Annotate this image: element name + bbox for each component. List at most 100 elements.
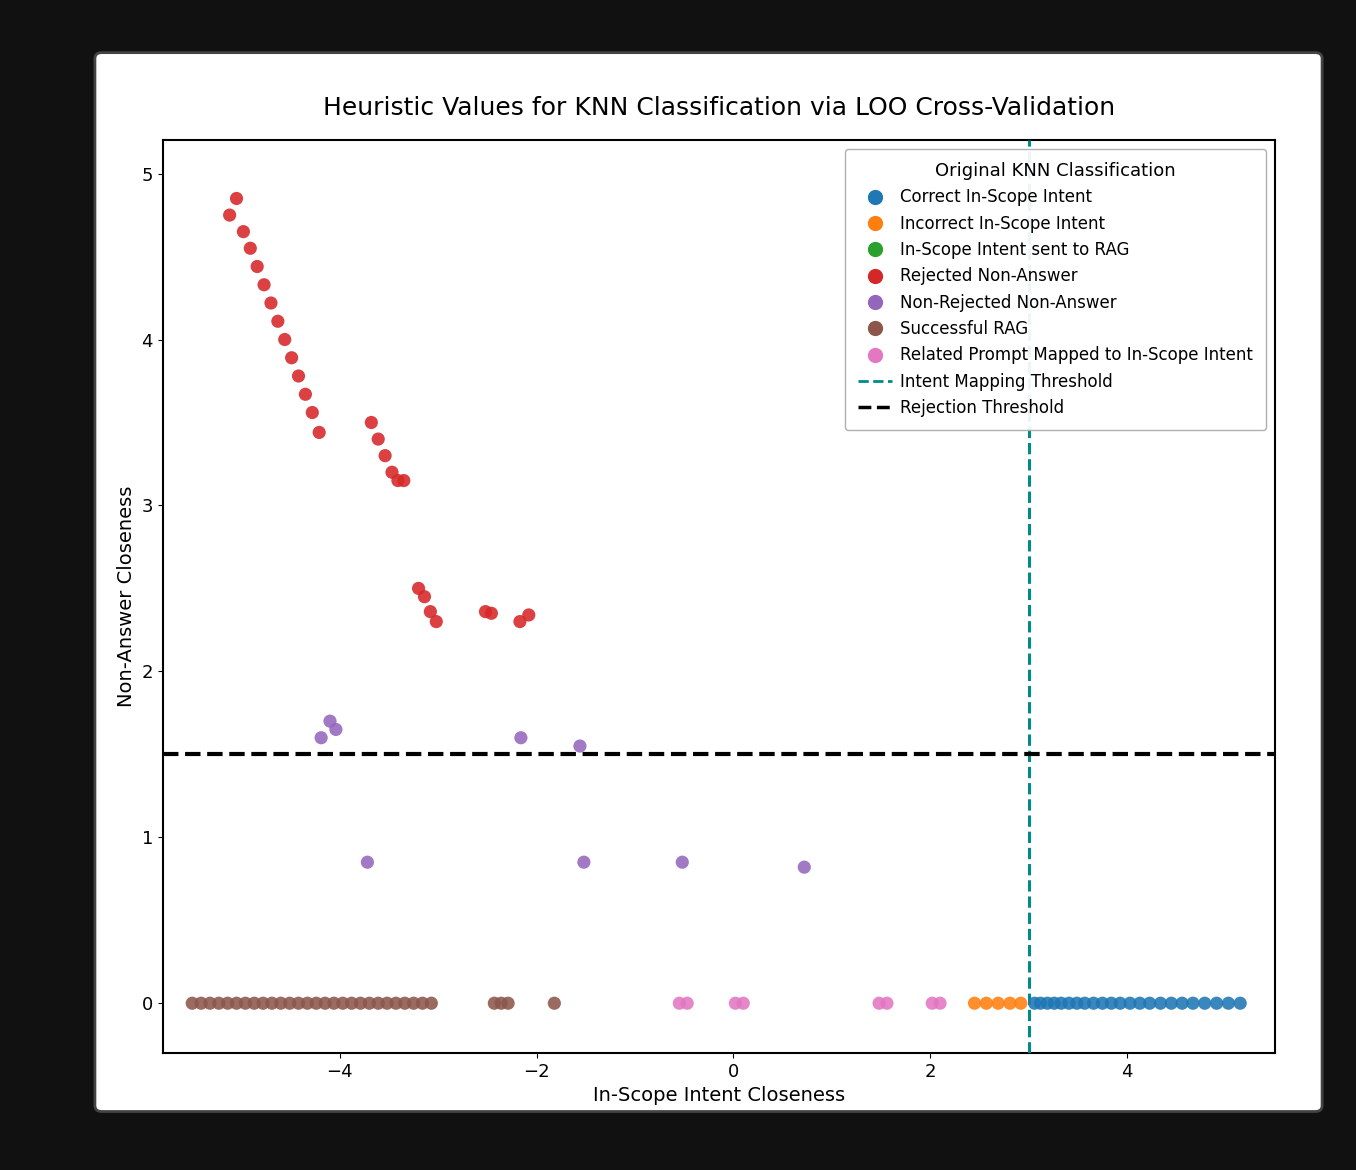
Point [1109,993,1131,1012]
Point [225,993,247,1012]
Point [274,330,296,349]
Point [480,604,502,622]
Point [964,993,986,1012]
Point [279,993,301,1012]
Point [305,993,327,1012]
Point [190,993,212,1012]
Point [868,993,890,1012]
Point [262,993,283,1012]
Y-axis label: Non-Answer Closeness: Non-Answer Closeness [117,486,136,708]
Point [287,366,309,385]
Point [386,472,408,490]
Point [1130,993,1151,1012]
Point [1139,993,1161,1012]
Point [1058,993,1079,1012]
Title: Heuristic Values for KNN Classification via LOO Cross-Validation: Heuristic Values for KNN Classification … [323,96,1115,121]
Point [235,993,256,1012]
Point [921,993,942,1012]
Point [669,993,690,1012]
Point [1119,993,1140,1012]
Point [297,993,319,1012]
Point [544,993,565,1012]
Point [1161,993,1182,1012]
Point [975,993,997,1012]
Point [1150,993,1172,1012]
Point [987,993,1009,1012]
Point [294,385,316,404]
Point [393,472,415,490]
Point [340,993,362,1012]
Point [217,993,239,1012]
Point [254,275,275,294]
Legend: Correct In-Scope Intent, Incorrect In-Scope Intent, In-Scope Intent sent to RAG,: Correct In-Scope Intent, Incorrect In-Sc… [845,149,1267,431]
Point [1172,993,1193,1012]
Point [403,993,424,1012]
Point [315,993,336,1012]
Point [1182,993,1204,1012]
Point [281,349,302,367]
Point [233,222,255,241]
Point [367,993,389,1012]
Point [1230,993,1252,1012]
Point [491,993,513,1012]
Point [358,993,380,1012]
Point [240,239,262,257]
Point [225,190,247,208]
Point [1092,993,1113,1012]
Point [199,993,221,1012]
Point [420,993,442,1012]
Point [247,257,268,276]
Point [1043,993,1064,1012]
Point [376,993,397,1012]
Point [381,463,403,482]
Point [484,993,506,1012]
Point [1036,993,1058,1012]
Point [1082,993,1104,1012]
Point [361,413,382,432]
Point [1066,993,1088,1012]
Point [182,993,203,1012]
Point [350,993,372,1012]
Point [671,853,693,872]
Point [793,858,815,876]
Point [929,993,951,1012]
Point [876,993,898,1012]
Point [218,206,240,225]
Point [385,993,407,1012]
Point [426,612,447,631]
Point [498,993,519,1012]
Point [724,993,746,1012]
Point [1051,993,1073,1012]
Point [374,446,396,464]
Point [1218,993,1239,1012]
Point [395,993,416,1012]
Point [732,993,754,1012]
Point [1193,993,1215,1012]
Point [412,993,434,1012]
Point [1074,993,1096,1012]
Point [574,853,595,872]
Point [270,993,292,1012]
Point [287,993,309,1012]
Point [207,993,229,1012]
Point [408,579,430,598]
Point [1029,993,1051,1012]
Point [414,587,435,606]
Point [1010,993,1032,1012]
Point [301,404,323,422]
Point [508,612,530,631]
Point [570,737,591,756]
Point [419,603,441,621]
Point [308,424,330,442]
Point [518,606,540,625]
Point [311,729,332,748]
Point [332,993,354,1012]
Point [252,993,274,1012]
Point [243,993,264,1012]
Point [475,603,496,621]
Point [677,993,698,1012]
Point [999,993,1021,1012]
Point [1024,993,1045,1012]
Point [357,853,378,872]
Point [1101,993,1123,1012]
